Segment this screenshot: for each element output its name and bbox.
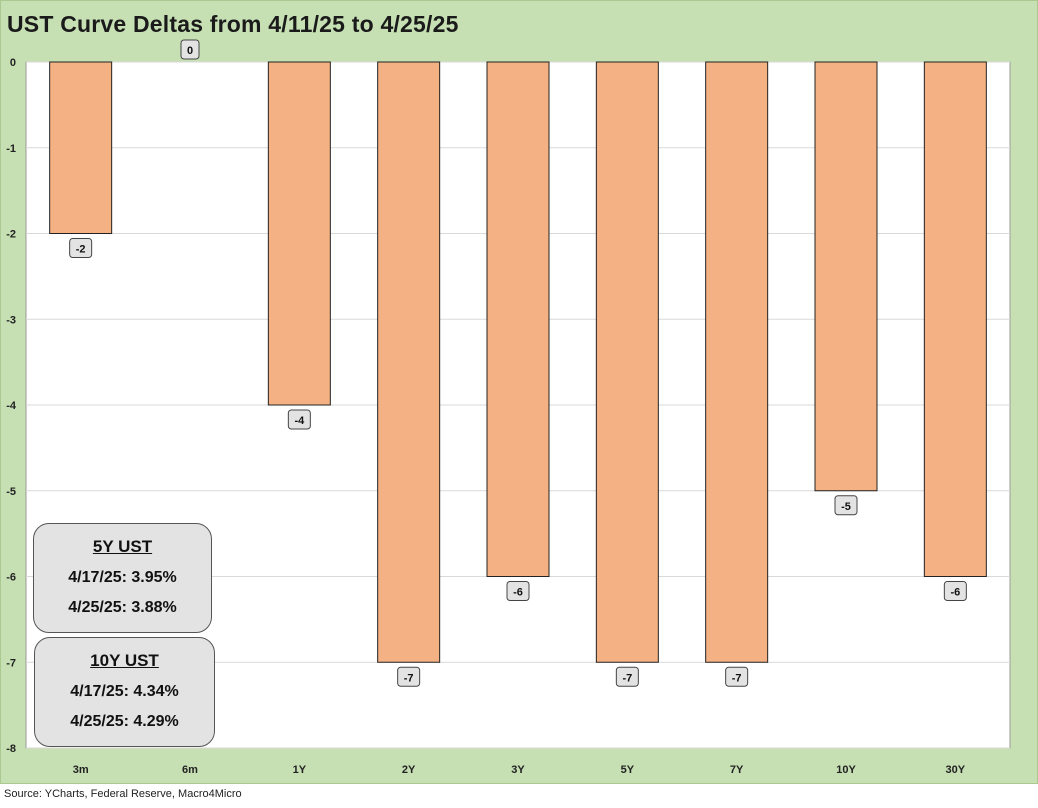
y-tick-label: -4	[6, 400, 17, 412]
data-label-box	[506, 581, 530, 601]
data-label-value: -7	[622, 672, 632, 684]
y-axis-ticks: 0 -1 -2 -3 -4 -5 -6 -7 -8	[6, 57, 17, 755]
bar-30y	[923, 61, 987, 577]
y-tick-label: -8	[6, 743, 16, 755]
data-label-30y: -6	[943, 581, 967, 601]
bars	[49, 61, 987, 663]
y-tick-label: -7	[6, 657, 16, 669]
data-label-5y: -7	[615, 666, 639, 687]
bar-2y	[377, 61, 441, 663]
data-label-box	[615, 666, 639, 687]
data-label-box	[180, 39, 200, 60]
x-tick-label: 2Y	[402, 764, 416, 776]
x-axis-categories: 3m 6m 1Y 2Y 3Y 5Y 7Y 10Y 30Y	[73, 764, 966, 776]
y-tick-label: -3	[6, 314, 16, 326]
callout-title: 10Y UST	[90, 651, 159, 670]
bar-3y	[486, 61, 550, 577]
chart-canvas: 0 -1 -2 -3 -4 -5 -6 -7 -8 -2 0 -4 -7 -6 -7 -7 -5 -6 3m 6m…	[6, 39, 1011, 776]
data-label-value: -5	[841, 501, 851, 513]
data-label-box	[287, 409, 311, 430]
data-label-value: -7	[732, 672, 742, 684]
data-label-box	[834, 495, 858, 516]
data-label-7y: -7	[725, 666, 749, 687]
bar-5y	[595, 61, 659, 663]
chart-title: UST Curve Deltas from 4/11/25 to 4/25/25	[7, 11, 459, 37]
callout-10y-ust: 10Y UST 4/17/25: 4.34% 4/25/25: 4.29%	[34, 637, 215, 747]
x-tick-label: 6m	[182, 764, 198, 776]
data-label-value: -4	[294, 415, 305, 427]
data-label-2y: -7	[397, 666, 421, 687]
bar-3m	[49, 61, 113, 234]
data-label-value: -2	[76, 244, 86, 256]
y-tick-label: -2	[6, 229, 16, 241]
bar-10y	[814, 61, 878, 492]
data-label-1y: -4	[287, 409, 311, 430]
bar-1y	[267, 61, 331, 406]
x-tick-label: 5Y	[621, 764, 635, 776]
data-label-box	[725, 666, 749, 687]
bar-7y	[705, 61, 769, 663]
x-tick-label: 7Y	[730, 764, 744, 776]
callout-line: 4/17/25: 4.34%	[70, 683, 179, 700]
callout-line: 4/25/25: 3.88%	[68, 599, 177, 616]
data-label-3m: -2	[69, 238, 93, 258]
y-tick-label: -1	[6, 143, 16, 155]
y-tick-label: 0	[10, 57, 16, 69]
x-tick-label: 1Y	[293, 764, 307, 776]
source-note: Source: YCharts, Federal Reserve, Macro4…	[4, 788, 242, 800]
data-label-box	[943, 581, 967, 601]
callout-line: 4/17/25: 3.95%	[68, 569, 177, 586]
data-label-box	[69, 238, 93, 258]
data-labels: -2 0 -4 -7 -6 -7 -7 -5 -6	[69, 39, 967, 687]
data-label-10y: -5	[834, 495, 858, 516]
y-tick-label: -6	[6, 572, 16, 584]
data-label-box	[397, 666, 421, 687]
y-tick-label: -5	[6, 486, 16, 498]
data-label-value: -6	[513, 587, 523, 599]
x-tick-label: 10Y	[836, 764, 856, 776]
data-label-6m: 0	[180, 39, 200, 60]
x-tick-label: 3Y	[511, 764, 525, 776]
data-label-value: 0	[187, 45, 193, 57]
callout-line: 4/25/25: 4.29%	[70, 713, 179, 730]
callout-5y-ust: 5Y UST 4/17/25: 3.95% 4/25/25: 3.88%	[33, 523, 212, 633]
data-label-value: -7	[404, 672, 414, 684]
x-tick-label: 3m	[73, 764, 89, 776]
data-label-3y: -6	[506, 581, 530, 601]
callout-title: 5Y UST	[92, 537, 153, 556]
data-label-value: -6	[950, 587, 960, 599]
x-tick-label: 30Y	[946, 764, 966, 776]
